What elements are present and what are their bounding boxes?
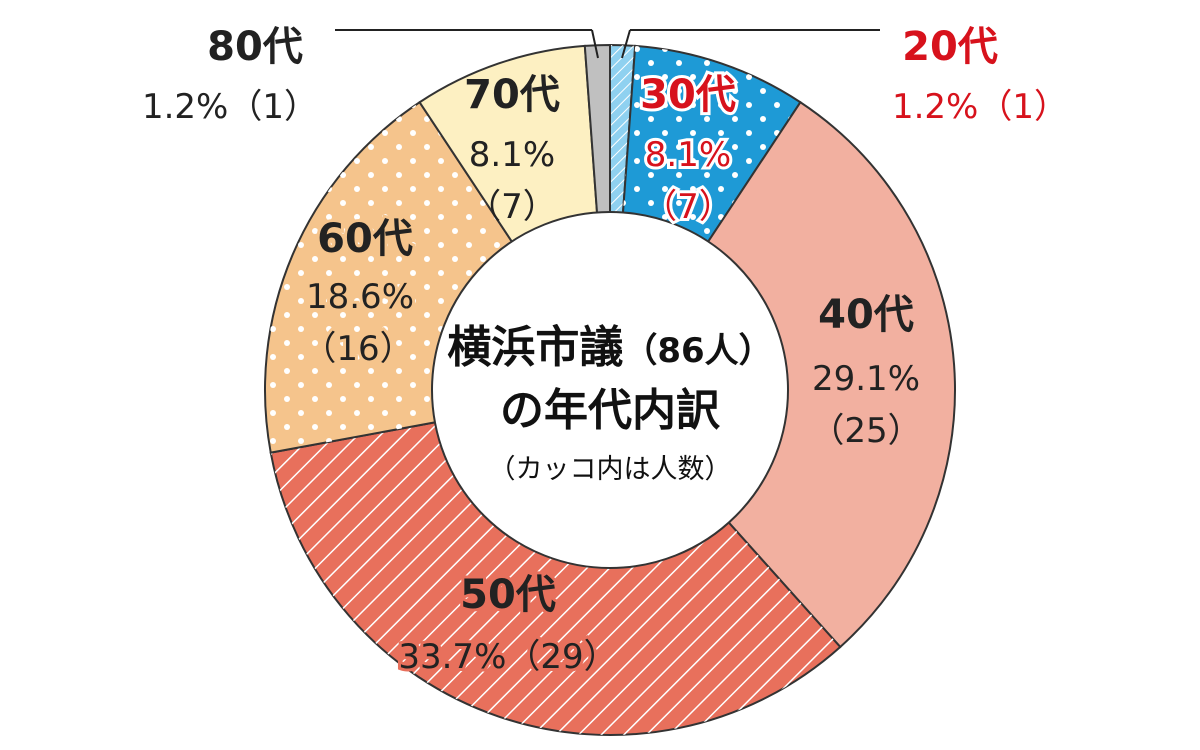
label-40s-pct: 29.1%: [812, 359, 920, 399]
label-40s: 40代 29.1% （25）: [810, 292, 921, 451]
label-30s: 30代 8.1% （7）: [637, 69, 739, 230]
label-60s-count: （16）: [302, 329, 413, 369]
label-20s-count: （1）: [978, 87, 1068, 127]
donut-center: [431, 211, 789, 569]
center-title-total: （86人）: [623, 331, 772, 371]
label-30s-count: （7）: [643, 187, 733, 227]
leader-line-20s-drop: [621, 29, 631, 59]
label-80s: 80代 1.2%（1）: [142, 24, 318, 127]
label-60s-pct: 18.6%: [306, 277, 414, 317]
label-50s-count: （29）: [506, 637, 617, 677]
label-70s: 70代 8.1% （7）: [464, 72, 560, 227]
label-20s-value: 1.2%（1）: [892, 87, 1068, 127]
label-60s-age: 60代: [317, 216, 413, 262]
label-30s-age: 30代: [640, 72, 736, 118]
leader-line-80s-drop: [591, 29, 599, 59]
label-50s-age: 50代: [460, 572, 556, 618]
label-30s-pct: 8.1%: [645, 135, 731, 175]
center-title-main: 横浜市議: [447, 322, 623, 373]
label-70s-pct: 8.1%: [469, 135, 555, 175]
label-20s-pct: 1.2%: [892, 87, 978, 127]
center-title-line2: の年代内訳: [500, 385, 721, 436]
center-title-line1: 横浜市議（86人）: [447, 322, 772, 373]
label-20s-age: 20代: [902, 24, 998, 70]
label-40s-count: （25）: [810, 411, 921, 451]
label-70s-age: 70代: [464, 72, 560, 118]
label-80s-pct: 1.2%: [142, 87, 228, 127]
label-60s: 60代 18.6% （16）: [299, 213, 417, 372]
label-50s-value: 33.7%（29）: [398, 637, 617, 677]
label-70s-count: （7）: [467, 187, 557, 227]
label-50s: 50代 33.7%（29）: [395, 569, 620, 680]
label-20s: 20代 1.2%（1）: [892, 24, 1068, 127]
label-80s-age: 80代: [207, 24, 303, 70]
label-80s-count: （1）: [228, 87, 318, 127]
slice-50s-pattern: [270, 390, 841, 736]
label-50s-pct: 33.7%: [398, 637, 506, 677]
label-80s-value: 1.2%（1）: [142, 87, 318, 127]
label-40s-age: 40代: [818, 292, 914, 338]
center-subtitle: （カッコ内は人数）: [489, 454, 732, 485]
